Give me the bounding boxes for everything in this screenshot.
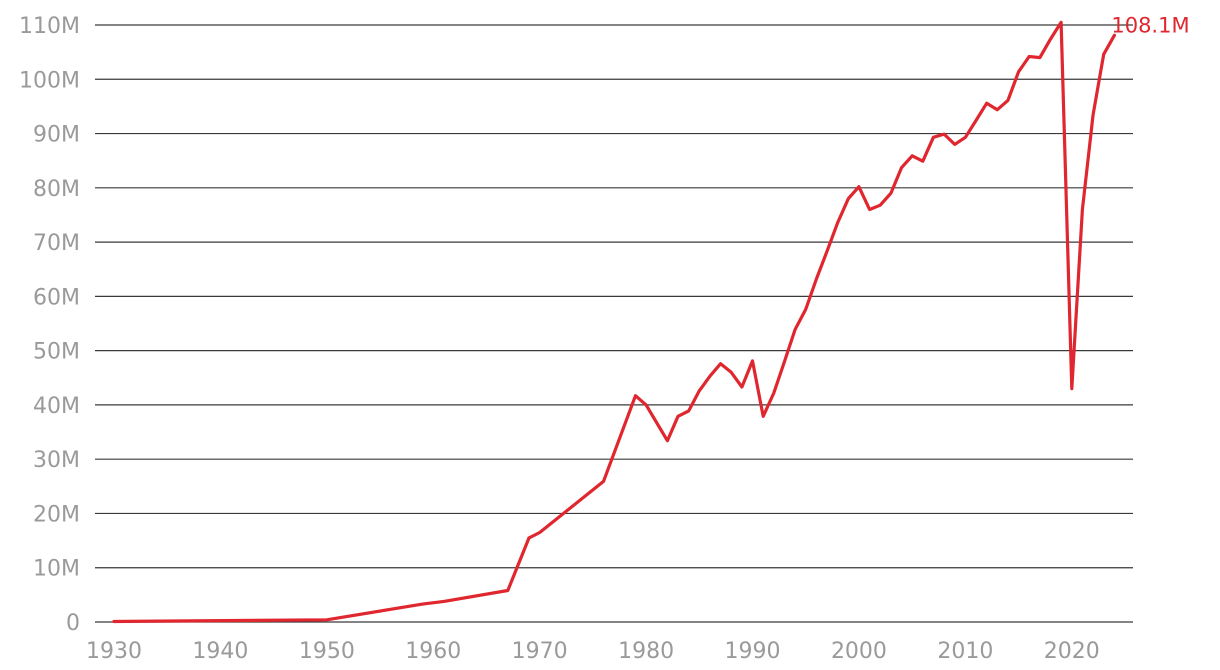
x-tick-label: 2010 [937,639,993,664]
x-tick-label: 2000 [831,639,887,664]
x-tick-label: 1990 [725,639,781,664]
end-value-label: 108.1M [1111,13,1189,37]
x-tick-label: 1940 [192,639,248,664]
y-axis-tick-labels: 0 10M 20M 30M 40M 50M 60M 70M 80M 90M 100M 110M [19,14,80,636]
x-tick-label: 1960 [405,639,461,664]
y-tick-label: 0 [66,611,80,636]
y-tick-label: 100M [19,68,80,93]
y-tick-label: 60M [33,285,80,310]
x-axis-tick-labels: 1930 1940 1950 1960 1970 1980 1990 2000 2010 2020 [86,639,1100,664]
x-tick-label: 2020 [1044,639,1100,664]
y-tick-label: 20M [33,502,80,527]
x-tick-label: 1930 [86,639,142,664]
y-tick-label: 90M [33,123,80,148]
y-tick-label: 10M [33,557,80,582]
x-tick-label: 1950 [299,639,355,664]
y-tick-label: 40M [33,394,80,419]
y-tick-label: 110M [19,14,80,39]
y-tick-label: 80M [33,177,80,202]
y-tick-label: 30M [33,448,80,473]
gridlines [95,24,1133,623]
y-tick-label: 50M [33,340,80,365]
x-tick-label: 1970 [512,639,568,664]
series-line [112,20,1116,624]
y-tick-label: 70M [33,231,80,256]
x-tick-label: 1980 [618,639,674,664]
